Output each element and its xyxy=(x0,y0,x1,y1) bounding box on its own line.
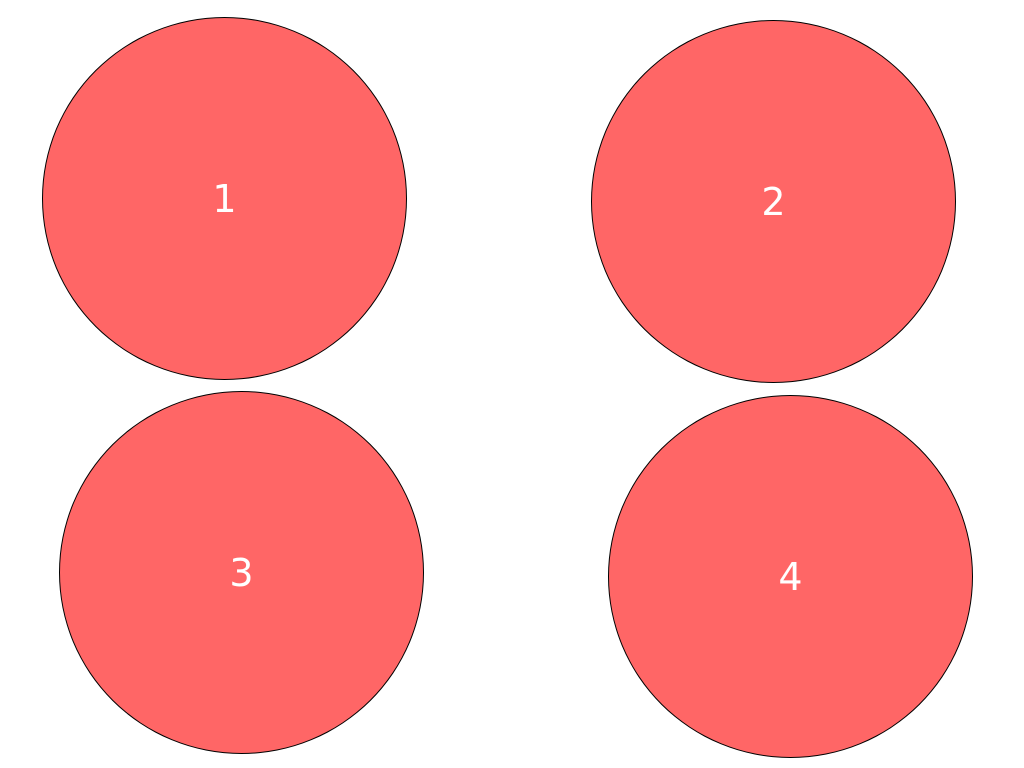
target-circle-1[interactable]: 1 xyxy=(42,17,407,380)
target-number: 4 xyxy=(778,554,803,599)
target-circle-2[interactable]: 2 xyxy=(591,20,956,383)
target-number: 1 xyxy=(212,176,237,221)
target-circle-3[interactable]: 3 xyxy=(59,391,424,754)
target-number: 2 xyxy=(761,179,786,224)
target-circle-4[interactable]: 4 xyxy=(608,395,973,758)
target-number: 3 xyxy=(229,550,254,595)
